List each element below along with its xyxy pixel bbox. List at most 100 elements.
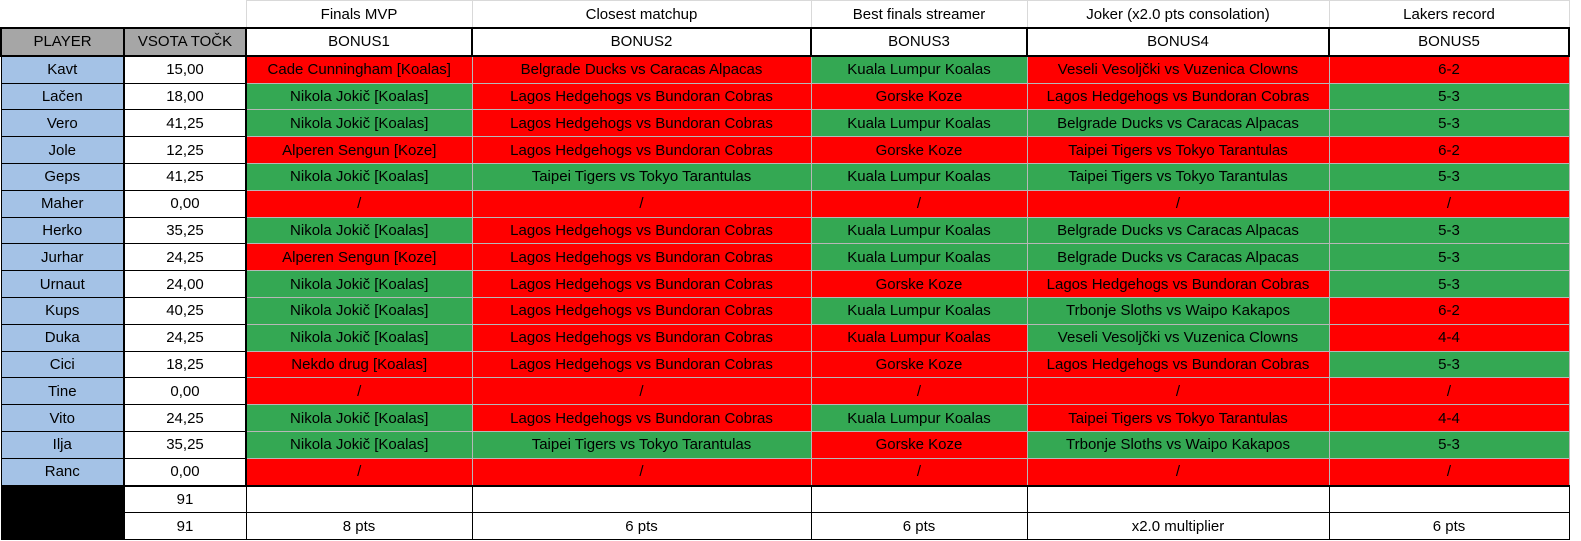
bonus3-pick-cell[interactable]: Kuala Lumpur Koalas bbox=[810, 162, 1028, 191]
bonus5-pick-cell[interactable]: 5-3 bbox=[1328, 162, 1570, 191]
bonus3-pick-cell[interactable]: Kuala Lumpur Koalas bbox=[810, 296, 1028, 325]
black-cell[interactable] bbox=[0, 484, 125, 514]
bonus5-pick-cell[interactable]: / bbox=[1328, 457, 1570, 487]
bonus2-pick-cell[interactable]: Taipei Tigers vs Tokyo Tarantulas bbox=[471, 162, 812, 191]
bonus2-pick-cell[interactable]: / bbox=[471, 377, 812, 406]
bonus4-pick-cell[interactable]: Taipei Tigers vs Tokyo Tarantulas bbox=[1026, 136, 1330, 164]
bonus3-pick-cell[interactable]: / bbox=[810, 377, 1028, 406]
bonus1-pick-cell[interactable]: / bbox=[245, 377, 473, 406]
player-name-cell[interactable]: Vito bbox=[0, 404, 125, 432]
header-bonus3[interactable]: BONUS3 bbox=[810, 27, 1028, 57]
bonus2-pick-cell[interactable]: / bbox=[471, 189, 812, 218]
bonus4-pick-cell[interactable]: Lagos Hedgehogs vs Bundoran Cobras bbox=[1026, 270, 1330, 298]
bonus4-pick-cell[interactable]: Belgrade Ducks vs Caracas Alpacas bbox=[1026, 243, 1330, 272]
bonus3-pick-cell[interactable]: Kuala Lumpur Koalas bbox=[810, 323, 1028, 352]
player-name-cell[interactable]: Lačen bbox=[0, 82, 125, 111]
bonus2-pick-cell[interactable]: Lagos Hedgehogs vs Bundoran Cobras bbox=[471, 323, 812, 352]
bonus4-pick-cell[interactable]: Taipei Tigers vs Tokyo Tarantulas bbox=[1026, 162, 1330, 191]
bonus1-pick-cell[interactable]: Nikola Jokič [Koalas] bbox=[245, 162, 473, 191]
bonus1-pick-cell[interactable]: Nikola Jokič [Koalas] bbox=[245, 216, 473, 245]
bonus2-pick-cell[interactable]: Lagos Hedgehogs vs Bundoran Cobras bbox=[471, 404, 812, 432]
points-sum-cell[interactable]: 24,25 bbox=[123, 323, 247, 352]
empty-cell[interactable] bbox=[1, 1, 124, 29]
bonus3-pick-cell[interactable]: / bbox=[810, 457, 1028, 487]
bonus4-pick-cell[interactable]: Veseli Vesoljčki vs Vuzenica Clowns bbox=[1026, 323, 1330, 352]
total-sum-cell[interactable]: 91 bbox=[123, 512, 247, 541]
points-sum-cell[interactable]: 18,00 bbox=[123, 82, 247, 111]
player-name-cell[interactable]: Kups bbox=[0, 296, 125, 325]
bonus4-pick-cell[interactable]: Taipei Tigers vs Tokyo Tarantulas bbox=[1026, 404, 1330, 432]
bonus1-pick-cell[interactable]: Nikola Jokič [Koalas] bbox=[245, 430, 473, 459]
player-name-cell[interactable]: Kavt bbox=[0, 55, 125, 84]
empty-cell[interactable] bbox=[1328, 484, 1570, 514]
player-name-cell[interactable]: Tine bbox=[0, 377, 125, 406]
points-sum-cell[interactable]: 0,00 bbox=[123, 457, 247, 487]
bonus4-pick-cell[interactable]: Belgrade Ducks vs Caracas Alpacas bbox=[1026, 216, 1330, 245]
bonus2-pick-cell[interactable]: Belgrade Ducks vs Caracas Alpacas bbox=[471, 55, 812, 84]
bonus5-pick-cell[interactable]: 4-4 bbox=[1328, 323, 1570, 352]
bonus5-pick-cell[interactable]: / bbox=[1328, 189, 1570, 218]
bonus2-pick-cell[interactable]: Lagos Hedgehogs vs Bundoran Cobras bbox=[471, 296, 812, 325]
points-bonus1[interactable]: 8 pts bbox=[245, 512, 473, 541]
bonus3-pick-cell[interactable]: / bbox=[810, 189, 1028, 218]
bonus1-pick-cell[interactable]: / bbox=[245, 189, 473, 218]
bonus4-pick-cell[interactable]: Trbonje Sloths vs Waipo Kakapos bbox=[1026, 430, 1330, 459]
bonus4-pick-cell[interactable]: / bbox=[1026, 457, 1330, 487]
bonus3-pick-cell[interactable]: Kuala Lumpur Koalas bbox=[810, 216, 1028, 245]
bonus2-pick-cell[interactable]: Lagos Hedgehogs vs Bundoran Cobras bbox=[471, 270, 812, 298]
bonus5-pick-cell[interactable]: 6-2 bbox=[1328, 136, 1570, 164]
bonus1-pick-cell[interactable]: Cade Cunningham [Koalas] bbox=[245, 55, 473, 84]
title-best-streamer[interactable]: Best finals streamer bbox=[810, 0, 1028, 29]
bonus3-pick-cell[interactable]: Gorske Koze bbox=[810, 430, 1028, 459]
points-sum-cell[interactable]: 41,25 bbox=[123, 162, 247, 191]
bonus3-pick-cell[interactable]: Gorske Koze bbox=[810, 350, 1028, 379]
bonus5-pick-cell[interactable]: 6-2 bbox=[1328, 55, 1570, 84]
empty-cell[interactable] bbox=[471, 484, 812, 514]
empty-cell[interactable] bbox=[810, 484, 1028, 514]
bonus5-pick-cell[interactable]: 5-3 bbox=[1328, 109, 1570, 138]
bonus5-pick-cell[interactable]: 5-3 bbox=[1328, 243, 1570, 272]
bonus1-pick-cell[interactable]: Nikola Jokič [Koalas] bbox=[245, 109, 473, 138]
header-bonus1[interactable]: BONUS1 bbox=[245, 27, 473, 57]
bonus3-pick-cell[interactable]: Kuala Lumpur Koalas bbox=[810, 55, 1028, 84]
points-bonus5[interactable]: 6 pts bbox=[1328, 512, 1570, 541]
bonus1-pick-cell[interactable]: Nikola Jokič [Koalas] bbox=[245, 323, 473, 352]
bonus4-pick-cell[interactable]: Belgrade Ducks vs Caracas Alpacas bbox=[1026, 109, 1330, 138]
bonus3-pick-cell[interactable]: Kuala Lumpur Koalas bbox=[810, 404, 1028, 432]
bonus2-pick-cell[interactable]: Lagos Hedgehogs vs Bundoran Cobras bbox=[471, 82, 812, 111]
bonus1-pick-cell[interactable]: Nikola Jokič [Koalas] bbox=[245, 270, 473, 298]
player-name-cell[interactable]: Geps bbox=[0, 162, 125, 191]
bonus1-pick-cell[interactable]: Alperen Sengun [Koze] bbox=[245, 243, 473, 272]
player-name-cell[interactable]: Ilja bbox=[0, 430, 125, 459]
points-bonus2[interactable]: 6 pts bbox=[471, 512, 812, 541]
title-lakers-record[interactable]: Lakers record bbox=[1328, 0, 1570, 29]
points-sum-cell[interactable]: 0,00 bbox=[123, 377, 247, 406]
bonus2-pick-cell[interactable]: Lagos Hedgehogs vs Bundoran Cobras bbox=[471, 136, 812, 164]
points-sum-cell[interactable]: 18,25 bbox=[123, 350, 247, 379]
points-bonus4[interactable]: x2.0 multiplier bbox=[1026, 512, 1330, 541]
points-sum-cell[interactable]: 35,25 bbox=[123, 430, 247, 459]
bonus2-pick-cell[interactable]: Lagos Hedgehogs vs Bundoran Cobras bbox=[471, 243, 812, 272]
bonus2-pick-cell[interactable]: Taipei Tigers vs Tokyo Tarantulas bbox=[471, 430, 812, 459]
bonus3-pick-cell[interactable]: Gorske Koze bbox=[810, 270, 1028, 298]
bonus2-pick-cell[interactable]: Lagos Hedgehogs vs Bundoran Cobras bbox=[471, 216, 812, 245]
bonus2-pick-cell[interactable]: Lagos Hedgehogs vs Bundoran Cobras bbox=[471, 350, 812, 379]
bonus5-pick-cell[interactable]: 5-3 bbox=[1328, 216, 1570, 245]
player-name-cell[interactable]: Duka bbox=[0, 323, 125, 352]
header-player[interactable]: PLAYER bbox=[0, 27, 125, 57]
bonus2-pick-cell[interactable]: Lagos Hedgehogs vs Bundoran Cobras bbox=[471, 109, 812, 138]
player-name-cell[interactable]: Cici bbox=[0, 350, 125, 379]
bonus4-pick-cell[interactable]: Veseli Vesoljčki vs Vuzenica Clowns bbox=[1026, 55, 1330, 84]
points-sum-cell[interactable]: 24,25 bbox=[123, 404, 247, 432]
bonus4-pick-cell[interactable]: Lagos Hedgehogs vs Bundoran Cobras bbox=[1026, 82, 1330, 111]
player-name-cell[interactable]: Vero bbox=[0, 109, 125, 138]
bonus1-pick-cell[interactable]: Nikola Jokič [Koalas] bbox=[245, 82, 473, 111]
bonus5-pick-cell[interactable]: 5-3 bbox=[1328, 350, 1570, 379]
points-sum-cell[interactable]: 35,25 bbox=[123, 216, 247, 245]
player-name-cell[interactable]: Urnaut bbox=[0, 270, 125, 298]
points-bonus3[interactable]: 6 pts bbox=[810, 512, 1028, 541]
bonus3-pick-cell[interactable]: Kuala Lumpur Koalas bbox=[810, 109, 1028, 138]
bonus1-pick-cell[interactable]: Nekdo drug [Koalas] bbox=[245, 350, 473, 379]
header-bonus4[interactable]: BONUS4 bbox=[1026, 27, 1330, 57]
bonus5-pick-cell[interactable]: 6-2 bbox=[1328, 296, 1570, 325]
